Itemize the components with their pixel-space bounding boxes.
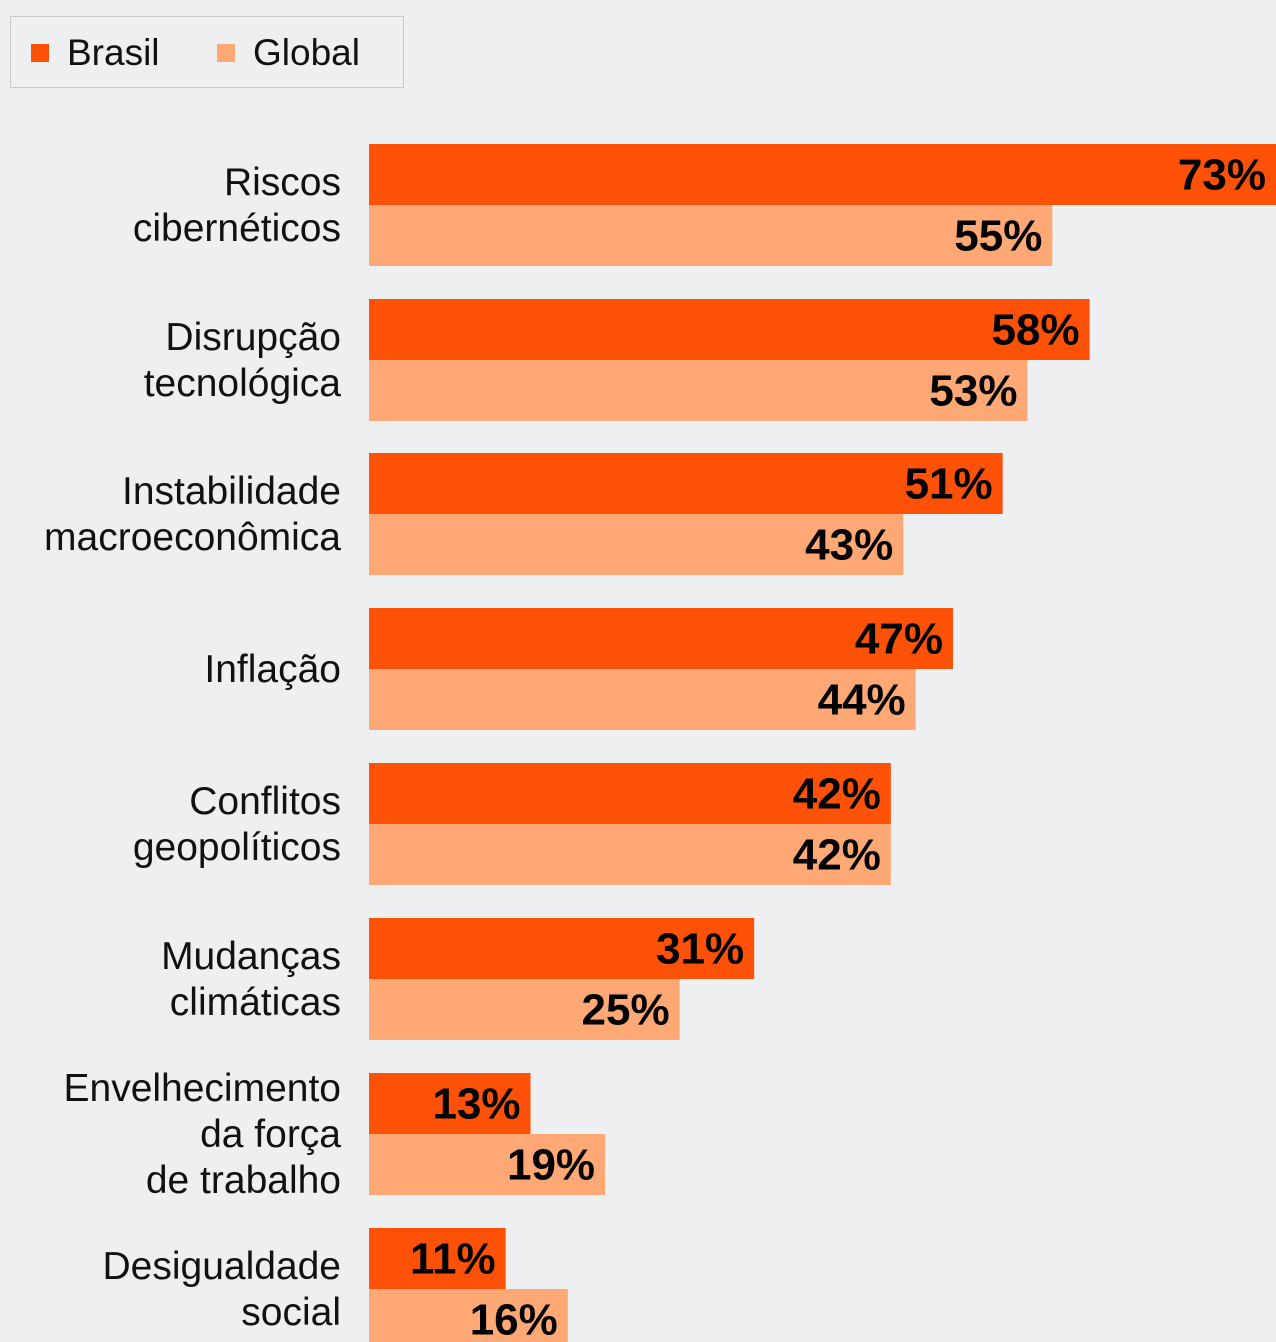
value-label-brasil-7: 11%	[410, 1235, 496, 1284]
category-label-line: tecnológica	[144, 362, 342, 405]
legend-swatch-global	[217, 44, 235, 62]
bar-brasil-0	[369, 144, 1276, 205]
category-label-line: climáticas	[170, 981, 341, 1024]
legend-swatch-brasil	[31, 44, 49, 62]
bar-global-4	[369, 824, 891, 885]
category-label-0: Riscos cibernéticos	[133, 161, 341, 250]
chart-legend: Brasil Global	[10, 16, 404, 88]
value-label-global-6: 19%	[507, 1141, 595, 1190]
category-label-line: Conflitos	[189, 780, 341, 823]
value-label-brasil-0: 73%	[1178, 151, 1266, 200]
category-label-6: Envelhecimento da força de trabalho	[64, 1067, 342, 1202]
category-label-7: Desigualdade social	[102, 1245, 341, 1334]
category-label-line: Disrupção	[165, 316, 341, 359]
bar-global-1	[369, 360, 1028, 421]
value-label-brasil-4: 42%	[793, 770, 881, 819]
category-label-line: Envelhecimento	[64, 1067, 342, 1110]
value-label-global-0: 55%	[954, 212, 1042, 261]
category-label-1: Disrupção tecnológica	[144, 316, 342, 405]
value-label-brasil-1: 58%	[992, 306, 1080, 355]
value-label-global-4: 42%	[793, 831, 881, 880]
category-label-2: Instabilidade macroeconômica	[44, 470, 341, 559]
category-label-line: de trabalho	[146, 1159, 341, 1202]
bar-brasil-4	[369, 763, 891, 824]
value-label-brasil-2: 51%	[905, 460, 993, 509]
bar-brasil-1	[369, 299, 1090, 360]
legend-label-brasil: Brasil	[67, 32, 160, 73]
category-label-line: geopolíticos	[133, 826, 341, 869]
value-label-global-7: 16%	[470, 1296, 558, 1342]
bar-brasil-5	[369, 918, 755, 979]
legend-item-brasil: Brasil	[31, 17, 160, 89]
category-label-line: macroeconômica	[44, 516, 341, 559]
bar-global-3	[369, 669, 916, 730]
category-label-line: social	[241, 1291, 341, 1334]
bar-global-6	[369, 1134, 606, 1195]
category-label-4: Conflitos geopolíticos	[133, 780, 341, 869]
bar-global-0	[369, 205, 1053, 266]
bar-brasil-6	[369, 1073, 531, 1134]
category-label-line: Inflação	[204, 648, 341, 691]
value-label-global-5: 25%	[582, 986, 670, 1035]
bar-global-2	[369, 514, 904, 575]
bar-brasil-3	[369, 608, 953, 669]
legend-label-global: Global	[253, 32, 360, 73]
legend-item-global: Global	[217, 17, 360, 89]
value-label-brasil-5: 31%	[656, 925, 744, 974]
value-label-brasil-6: 13%	[432, 1080, 520, 1129]
category-label-line: Instabilidade	[122, 470, 341, 513]
bar-brasil-7	[369, 1228, 506, 1289]
value-label-global-1: 53%	[929, 367, 1017, 416]
category-label-line: Desigualdade	[102, 1245, 341, 1288]
value-label-global-2: 43%	[805, 521, 893, 570]
bar-global-5	[369, 979, 680, 1040]
value-label-brasil-3: 47%	[855, 615, 943, 664]
category-label-3: Inflação	[204, 648, 341, 691]
category-label-line: cibernéticos	[133, 207, 341, 250]
category-label-5: Mudanças climáticas	[161, 935, 341, 1024]
category-label-line: Mudanças	[161, 935, 341, 978]
bar-global-7	[369, 1289, 568, 1342]
value-label-global-3: 44%	[818, 676, 906, 725]
category-label-line: Riscos	[224, 161, 341, 204]
bar-brasil-2	[369, 453, 1003, 514]
category-label-line: da força	[200, 1113, 341, 1156]
